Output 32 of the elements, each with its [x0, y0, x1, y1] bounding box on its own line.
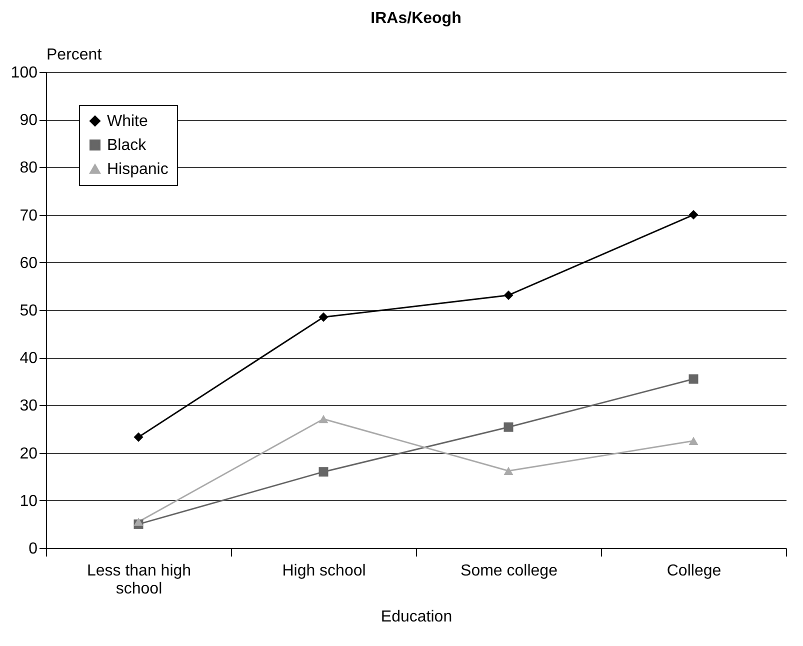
x-tick-label: Less than high school	[86, 562, 192, 598]
y-axis-title: Percent	[46, 46, 102, 64]
legend-label: Black	[107, 137, 148, 154]
point	[318, 312, 328, 322]
point	[504, 422, 514, 432]
point	[504, 290, 514, 300]
y-tick-label: 30	[20, 398, 38, 415]
y-tick-label: 10	[20, 492, 38, 510]
x-tick-label: Some college	[460, 562, 558, 580]
y-tick-label: 40	[20, 350, 38, 368]
point	[688, 436, 698, 446]
x-tick-label: College	[666, 562, 722, 580]
legend-label: White	[107, 113, 148, 130]
y-tick-label: 20	[20, 445, 38, 462]
legend-label: Hispanic	[107, 161, 168, 178]
point	[318, 467, 328, 477]
point	[134, 432, 144, 442]
y-tick-label: 70	[20, 207, 38, 224]
y-tick-label: 80	[20, 160, 38, 177]
x-axis-title: Education	[380, 608, 452, 626]
point	[134, 518, 144, 526]
point	[688, 210, 698, 220]
y-tick-label: 50	[20, 302, 38, 320]
point	[318, 414, 328, 424]
point	[688, 374, 698, 384]
y-tick-label: 90	[20, 112, 38, 130]
y-tick-label: 100	[10, 64, 38, 82]
point	[504, 466, 514, 475]
chart-title: IRAs/Keogh	[370, 10, 462, 27]
y-tick-label: 60	[20, 254, 38, 272]
y-tick-label: 0	[28, 540, 38, 558]
x-tick-label: High school	[282, 562, 366, 580]
